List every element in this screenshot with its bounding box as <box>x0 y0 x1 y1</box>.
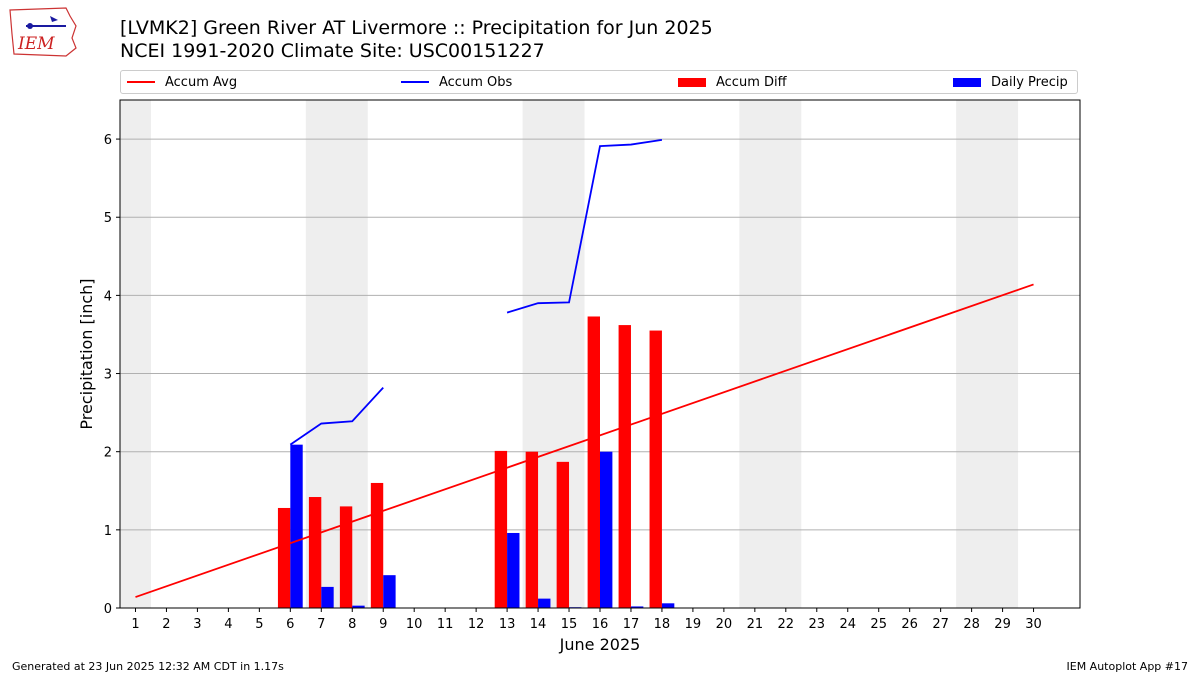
legend-swatch-accum-avg <box>127 81 155 83</box>
x-tick-label: 6 <box>286 617 294 632</box>
daily-precip-bar <box>352 605 365 608</box>
x-tick-label: 29 <box>994 617 1011 632</box>
x-tick-label: 15 <box>561 617 578 632</box>
x-tick-label: 20 <box>716 617 733 632</box>
x-tick-label: 8 <box>348 617 356 632</box>
legend-swatch-accum-diff <box>678 77 706 87</box>
weekend-band <box>120 100 151 608</box>
chart-legend: Accum Avg Accum Obs Accum Diff Daily Pre… <box>120 70 1078 94</box>
accum-diff-bar <box>525 451 539 608</box>
x-tick-label: 28 <box>963 617 980 632</box>
x-tick-label: 18 <box>654 617 671 632</box>
generated-footer: Generated at 23 Jun 2025 12:32 AM CDT in… <box>12 660 284 673</box>
y-tick-label: 5 <box>104 211 112 226</box>
x-tick-label: 30 <box>1025 617 1042 632</box>
accum-diff-bar <box>277 507 291 608</box>
x-axis-label: June 2025 <box>559 635 641 654</box>
x-tick-label: 3 <box>193 617 201 632</box>
iem-logo: IEM <box>9 7 77 57</box>
x-tick-label: 23 <box>809 617 826 632</box>
x-tick-label: 14 <box>530 617 547 632</box>
daily-precip-bar <box>383 575 396 608</box>
y-axis-label: Precipitation [inch] <box>77 278 96 429</box>
chart-subtitle: NCEI 1991-2020 Climate Site: USC00151227 <box>120 40 545 62</box>
legend-label-daily-precip: Daily Precip <box>991 74 1068 90</box>
y-tick-label: 2 <box>104 446 112 461</box>
x-tick-label: 19 <box>685 617 702 632</box>
daily-precip-bar <box>321 586 334 608</box>
x-tick-label: 27 <box>932 617 949 632</box>
daily-precip-bar <box>600 451 613 608</box>
accum-diff-bar <box>339 506 353 608</box>
accum-diff-bar <box>308 497 322 608</box>
accum-diff-bar <box>587 316 600 608</box>
app-footer: IEM Autoplot App #17 <box>1066 660 1189 673</box>
x-tick-label: 13 <box>499 617 516 632</box>
x-tick-label: 22 <box>778 617 795 632</box>
legend-item-accum-avg: Accum Avg <box>127 71 237 93</box>
x-tick-label: 24 <box>839 617 856 632</box>
daily-precip-bar <box>507 532 520 608</box>
x-tick-label: 1 <box>131 617 139 632</box>
weekend-band <box>956 100 1019 608</box>
legend-item-accum-obs: Accum Obs <box>401 71 512 93</box>
y-tick-label: 4 <box>104 289 112 304</box>
x-tick-label: 12 <box>468 617 485 632</box>
daily-precip-bar <box>538 598 551 608</box>
y-tick-label: 0 <box>104 602 112 617</box>
legend-label-accum-diff: Accum Diff <box>716 74 787 90</box>
accum-diff-bar <box>618 325 631 608</box>
accum-obs-line <box>289 386 384 446</box>
accum-avg-line <box>135 283 1034 598</box>
daily-precip-bar <box>661 603 675 608</box>
legend-label-accum-avg: Accum Avg <box>165 74 238 90</box>
y-tick-label: 6 <box>104 133 112 148</box>
legend-label-accum-obs: Accum Obs <box>439 74 513 90</box>
x-tick-label: 16 <box>592 617 609 632</box>
x-tick-label: 17 <box>623 617 640 632</box>
x-tick-label: 11 <box>437 617 454 632</box>
daily-precip-bar <box>290 444 303 608</box>
x-tick-label: 21 <box>747 617 764 632</box>
x-tick-label: 10 <box>406 617 423 632</box>
x-tick-label: 2 <box>162 617 170 632</box>
accum-diff-bar <box>494 450 508 608</box>
legend-swatch-accum-obs <box>401 81 429 83</box>
legend-swatch-daily-precip <box>953 77 981 87</box>
x-tick-label: 25 <box>870 617 887 632</box>
daily-precip-bar <box>630 606 644 608</box>
x-tick-label: 26 <box>901 617 918 632</box>
x-tick-label: 7 <box>317 617 325 632</box>
accum-diff-bar <box>556 461 570 608</box>
accum-diff-bar <box>370 482 384 608</box>
x-tick-label: 5 <box>255 617 263 632</box>
accum-obs-line <box>506 138 663 314</box>
y-tick-label: 3 <box>104 368 112 383</box>
logo-text: IEM <box>17 34 55 54</box>
legend-item-accum-diff: Accum Diff <box>678 71 787 93</box>
weekend-band <box>739 100 802 608</box>
legend-item-daily-precip: Daily Precip <box>953 71 1068 93</box>
x-tick-label: 4 <box>224 617 232 632</box>
y-tick-label: 1 <box>104 524 112 539</box>
chart-title: [LVMK2] Green River AT Livermore :: Prec… <box>120 17 713 39</box>
accum-diff-bar <box>649 330 662 608</box>
x-tick-label: 9 <box>379 617 387 632</box>
